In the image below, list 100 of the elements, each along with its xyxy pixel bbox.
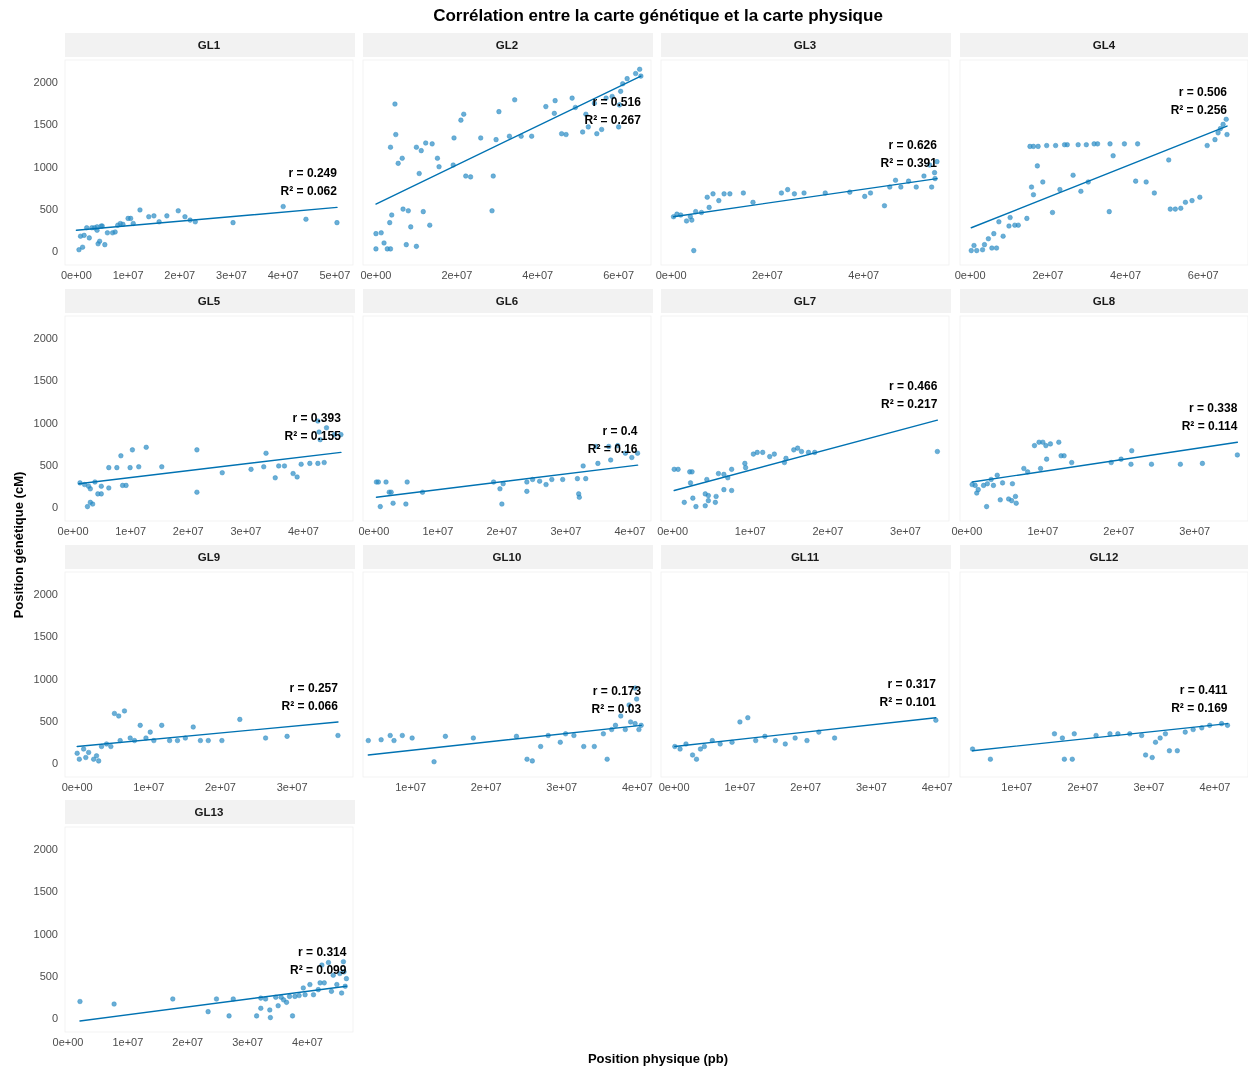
annotation: R² = 0.267	[584, 113, 642, 128]
x-tick-label: 2e+07	[486, 525, 518, 537]
annotation: r = 0.249	[288, 166, 338, 181]
chart-subtitle: GL1	[197, 39, 221, 51]
annotation: r = 0.314	[298, 945, 347, 960]
x-tick-label: 2e+07	[470, 781, 502, 793]
x-tick-label: 2e+07	[812, 525, 844, 537]
x-tick-label: 6e+07	[1187, 269, 1219, 281]
x-tick-label: 2e+07	[1103, 525, 1135, 537]
x-tick-label: 1e+07	[1001, 781, 1033, 793]
x-tick-label: 4e+07	[267, 269, 299, 281]
x-tick-label: 3e+07	[1179, 525, 1211, 537]
y-tick-label: 1500	[33, 630, 58, 643]
x-tick-label: 4e+07	[1199, 781, 1231, 793]
chart-subtitle: GL9	[197, 551, 221, 563]
x-tick-label: 0e+00	[657, 525, 689, 537]
y-tick-label: 1000	[33, 416, 58, 429]
y-tick-label: 1000	[33, 672, 58, 685]
y-tick-label: 0	[51, 245, 58, 258]
annotation: r = 0.257	[289, 680, 339, 695]
x-tick-label: 4e+07	[848, 269, 880, 281]
x-tick-label: 1e+07	[133, 781, 165, 793]
x-tick-label: 4e+07	[522, 269, 554, 281]
annotation: R² = 0.099	[290, 963, 347, 978]
x-tick-label: 2e+07	[172, 525, 204, 537]
x-tick-label: 1e+07	[395, 781, 427, 793]
y-tick-label: 1000	[33, 160, 58, 173]
annotation: R² = 0.114	[1181, 419, 1238, 434]
x-tick-label: 2e+07	[790, 781, 822, 793]
chart-subtitle: GL10	[492, 551, 522, 563]
x-tick-label: 3e+07	[1133, 781, 1165, 793]
chart-subtitle: GL12	[1089, 551, 1119, 563]
x-tick-label: 0e+00	[57, 525, 89, 537]
x-tick-label: 3e+07	[550, 525, 582, 537]
y-tick-label: 500	[39, 459, 58, 472]
y-tick-label: 500	[39, 715, 58, 728]
x-tick-label: 3e+07	[890, 525, 921, 537]
x-tick-label: 3e+07	[232, 1036, 264, 1048]
text: Position génétique (cM)	[11, 471, 26, 619]
chart-subtitle: GL13	[194, 806, 224, 818]
x-tick-label: 3e+07	[216, 269, 247, 281]
x-tick-label: 0e+00	[360, 269, 392, 281]
annotation: R² = 0.16	[587, 442, 638, 457]
x-tick-label: 0e+00	[951, 525, 983, 537]
x-tick-label: 4e+07	[614, 525, 646, 537]
x-tick-label: 0e+00	[655, 269, 687, 281]
chart-subtitle: GL3	[793, 39, 817, 51]
x-tick-label: 0e+00	[358, 525, 390, 537]
annotation: r = 0.466	[888, 379, 938, 394]
y-tick-label: 1500	[33, 374, 58, 387]
x-tick-label: 4e+07	[292, 1036, 323, 1048]
annotation: r = 0.338	[1188, 401, 1238, 416]
chart-subtitle: GL5	[197, 295, 221, 307]
x-tick-label: 2e+07	[164, 269, 196, 281]
x-tick-label: 0e+00	[658, 781, 690, 793]
x-tick-label: 2e+07	[172, 1036, 204, 1048]
x-tick-label: 2e+07	[1067, 781, 1099, 793]
x-tick-label: 3e+07	[855, 781, 887, 793]
chart-subtitle: GL7	[793, 295, 817, 307]
annotation: r = 0.317	[887, 676, 937, 691]
x-tick-label: 1e+07	[1027, 525, 1059, 537]
annotation: R² = 0.169	[1171, 700, 1228, 715]
x-tick-label: 2e+07	[205, 781, 236, 793]
y-tick-label: 2000	[33, 332, 58, 345]
annotation: R² = 0.066	[281, 698, 339, 713]
x-tick-label: 1e+07	[112, 269, 144, 281]
x-tick-label: 1e+07	[422, 525, 454, 537]
x-tick-label: 0e+00	[52, 1036, 84, 1048]
annotation: R² = 0.155	[284, 429, 342, 444]
x-tick-label: 4e+07	[288, 525, 319, 537]
y-tick-label: 1000	[33, 927, 58, 940]
x-tick-label: 0e+00	[61, 781, 93, 793]
y-tick-label: 0	[51, 757, 58, 770]
x-tick-label: 1e+07	[115, 525, 147, 537]
x-tick-label: 4e+07	[1110, 269, 1142, 281]
y-tick-label: 500	[39, 970, 58, 983]
y-tick-label: 2000	[33, 843, 58, 856]
annotation: r = 0.173	[592, 684, 642, 699]
x-tick-label: 3e+07	[230, 525, 262, 537]
y-tick-label: 1500	[33, 118, 58, 131]
chart-subtitle: GL6	[495, 295, 519, 307]
x-tick-label: 4e+07	[921, 781, 953, 793]
y-tick-label: 2000	[33, 76, 58, 89]
x-tick-label: 1e+07	[724, 781, 756, 793]
annotation: R² = 0.03	[591, 702, 642, 717]
chart-subtitle: GL11	[790, 551, 820, 563]
x-tick-label: 3e+07	[546, 781, 578, 793]
x-tick-label: 4e+07	[621, 781, 653, 793]
x-tick-label: 0e+00	[954, 269, 986, 281]
text: Corrélation entre la carte génétique et la carte physique	[433, 6, 883, 25]
x-tick-label: 5e+07	[319, 269, 351, 281]
annotation: r = 0.506	[1178, 85, 1228, 100]
y-tick-label: 2000	[33, 588, 58, 601]
annotation: R² = 0.256	[1170, 103, 1228, 118]
x-tick-label: 2e+07	[751, 269, 783, 281]
annotation: r = 0.393	[292, 411, 342, 426]
text: Position physique (pb)	[587, 1051, 729, 1066]
x-tick-label: 1e+07	[734, 525, 766, 537]
annotation: r = 0.626	[888, 137, 938, 152]
annotation: R² = 0.217	[880, 397, 938, 412]
